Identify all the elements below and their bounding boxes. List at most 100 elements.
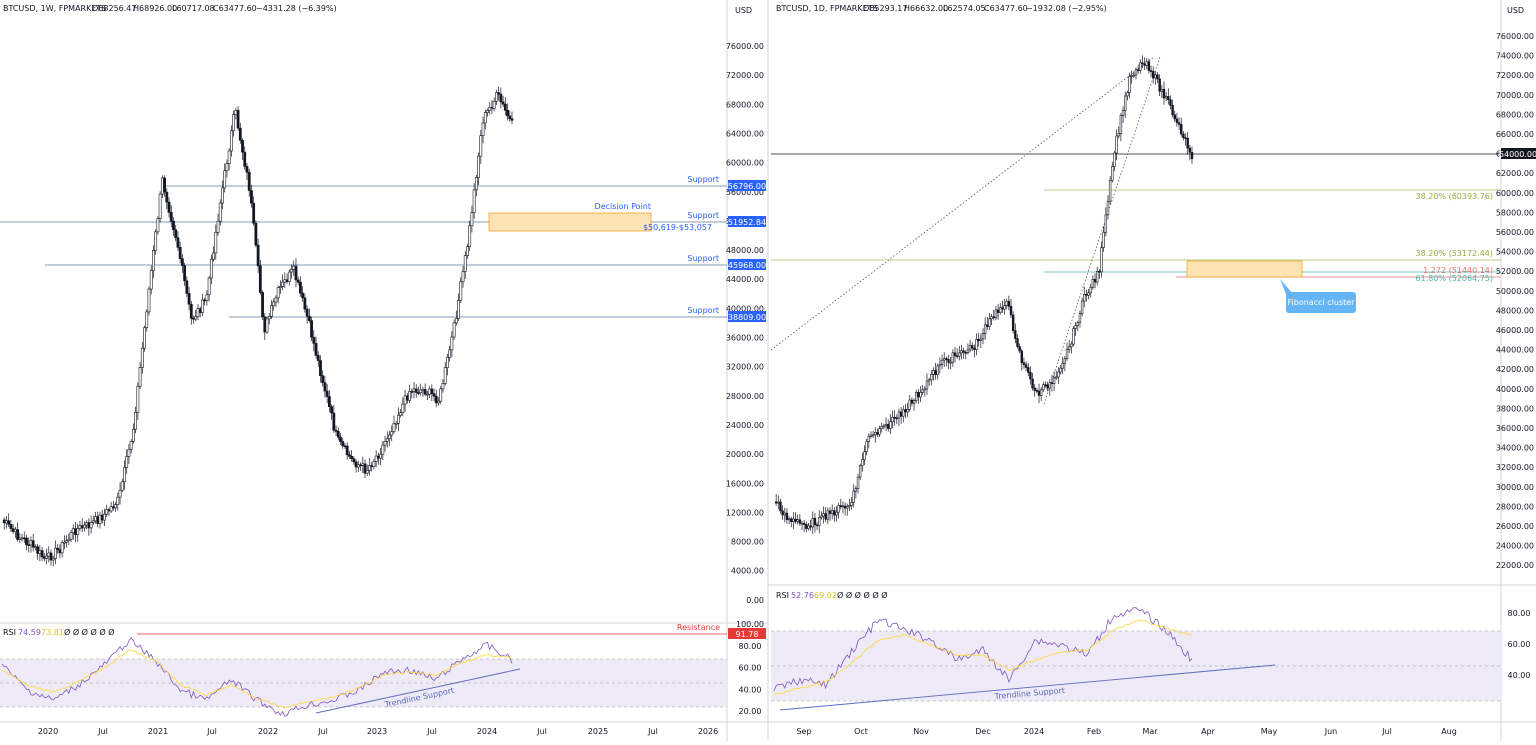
decision-point-zone[interactable] — [488, 212, 652, 232]
right-candle — [897, 411, 901, 419]
cluster-callout-box[interactable] — [1286, 292, 1356, 313]
left-candle — [212, 252, 215, 260]
left-rsi-line — [1, 637, 513, 717]
left-candle — [363, 463, 367, 474]
left-candle — [301, 292, 305, 299]
left-candle — [499, 93, 503, 103]
left-currency-label[interactable]: USD — [735, 6, 752, 15]
right-candle — [805, 524, 808, 529]
right-price-axis[interactable]: 76000.00 74000.00 72000.00 70000.00 68000.00… — [1496, 32, 1534, 570]
right-candle — [891, 416, 894, 423]
right-rsi-axis[interactable]: 80.00 60.00 40.00 — [1508, 609, 1531, 680]
right-candle — [871, 434, 875, 437]
right-chart-panel[interactable]: BTCUSD, 1D, FPMARKETS O65293.17 H66632.0… — [768, 0, 1536, 741]
right-candle — [990, 316, 993, 320]
left-candle — [446, 356, 449, 368]
right-time-axis-label: Oct — [854, 727, 868, 736]
left-candle — [143, 327, 146, 349]
left-candle — [368, 465, 371, 471]
right-candle — [986, 324, 989, 327]
left-candle — [169, 212, 173, 222]
right-candle — [802, 522, 806, 525]
right-candle — [1035, 390, 1039, 392]
left-candle — [34, 546, 37, 549]
left-candle — [196, 308, 200, 317]
left-candle — [80, 525, 84, 529]
left-rsi-axis-tick: 20.00 — [739, 707, 762, 716]
right-header-change: −1932.08 (−2.95%) — [1026, 4, 1107, 13]
left-candlesticks[interactable] — [2, 86, 514, 567]
right-candle — [830, 510, 834, 514]
right-time-axis[interactable]: Sep Oct Nov Dec 2024 Feb Mar Apr May Jun Jul Aug — [796, 727, 1456, 736]
right-candle — [945, 358, 948, 360]
right-candle — [863, 451, 866, 460]
price-tag-56796-bg — [728, 180, 766, 191]
right-price-axis-tick: 32000.00 — [1496, 463, 1534, 472]
left-candle — [147, 288, 151, 313]
right-rsi-trendline[interactable] — [779, 664, 1276, 711]
left-candle — [214, 232, 218, 254]
left-candle — [91, 520, 95, 523]
right-candle — [940, 359, 944, 365]
right-candle — [1188, 147, 1192, 153]
right-candle — [1113, 152, 1116, 167]
right-candle — [818, 517, 821, 526]
right-candle — [1106, 201, 1110, 216]
left-chart-panel[interactable]: BTCUSD, 1W, FPMARKETS O68256.47 H68926.0… — [0, 0, 769, 741]
right-candle — [1048, 382, 1051, 389]
left-candle — [22, 537, 26, 540]
left-candle — [42, 556, 46, 559]
right-candle — [1190, 151, 1194, 160]
right-header-high: H66632.00 — [904, 4, 948, 13]
right-price-axis-tick: 40000.00 — [1496, 385, 1534, 394]
left-candle — [138, 367, 142, 387]
left-candle — [419, 389, 423, 394]
left-rsi-ma-line — [1, 649, 513, 709]
right-currency-label[interactable]: USD — [1507, 6, 1524, 15]
right-candle — [1100, 247, 1103, 273]
right-candle — [1162, 88, 1166, 99]
right-candle — [794, 518, 797, 522]
left-candle — [454, 318, 458, 324]
left-candle — [474, 177, 478, 191]
right-candle — [925, 380, 929, 390]
fibonacci-cluster-zone[interactable] — [1186, 260, 1303, 278]
right-candle — [1085, 294, 1088, 296]
left-candle — [18, 537, 22, 540]
right-candle — [779, 501, 782, 512]
right-candle — [1177, 122, 1181, 125]
left-candle — [408, 391, 411, 401]
left-candle — [292, 265, 296, 270]
right-candle — [777, 501, 780, 504]
support-label-4: Support — [687, 306, 719, 315]
right-candle — [796, 519, 799, 522]
left-candle — [443, 367, 447, 384]
left-candle — [11, 528, 15, 532]
right-candlesticks[interactable] — [774, 55, 1194, 534]
right-time-axis-label: Nov — [913, 727, 929, 736]
left-price-axis[interactable]: 76000.00 72000.00 68000.00 64000.00 60000.00… — [726, 42, 764, 605]
left-candle — [125, 456, 129, 468]
left-time-axis-label: 2022 — [258, 727, 278, 736]
right-candle — [783, 512, 786, 516]
right-candle — [1095, 271, 1099, 283]
left-rsi-axis[interactable]: 100.00 80.00 60.00 40.00 20.00 — [736, 620, 764, 716]
left-candle — [430, 388, 434, 394]
left-time-axis[interactable]: 2020 Jul 2021 Jul 2022 Jul 2023 Jul 2024 Jul 2025 J… — [38, 727, 718, 736]
left-candle — [218, 202, 222, 222]
left-candle — [236, 110, 240, 129]
left-candle — [314, 343, 318, 356]
right-candle — [1039, 389, 1043, 396]
right-candle — [1005, 300, 1008, 306]
right-candle — [843, 505, 847, 509]
left-candle — [189, 303, 193, 319]
right-candle — [934, 370, 937, 375]
left-candle — [160, 177, 164, 195]
right-candle — [781, 510, 784, 516]
left-rsi-trendline[interactable] — [315, 668, 521, 714]
right-candle — [1108, 179, 1112, 202]
left-candle — [278, 286, 282, 288]
right-candle — [826, 510, 830, 520]
right-candle — [792, 518, 795, 522]
right-price-axis-tick: 34000.00 — [1496, 444, 1534, 453]
